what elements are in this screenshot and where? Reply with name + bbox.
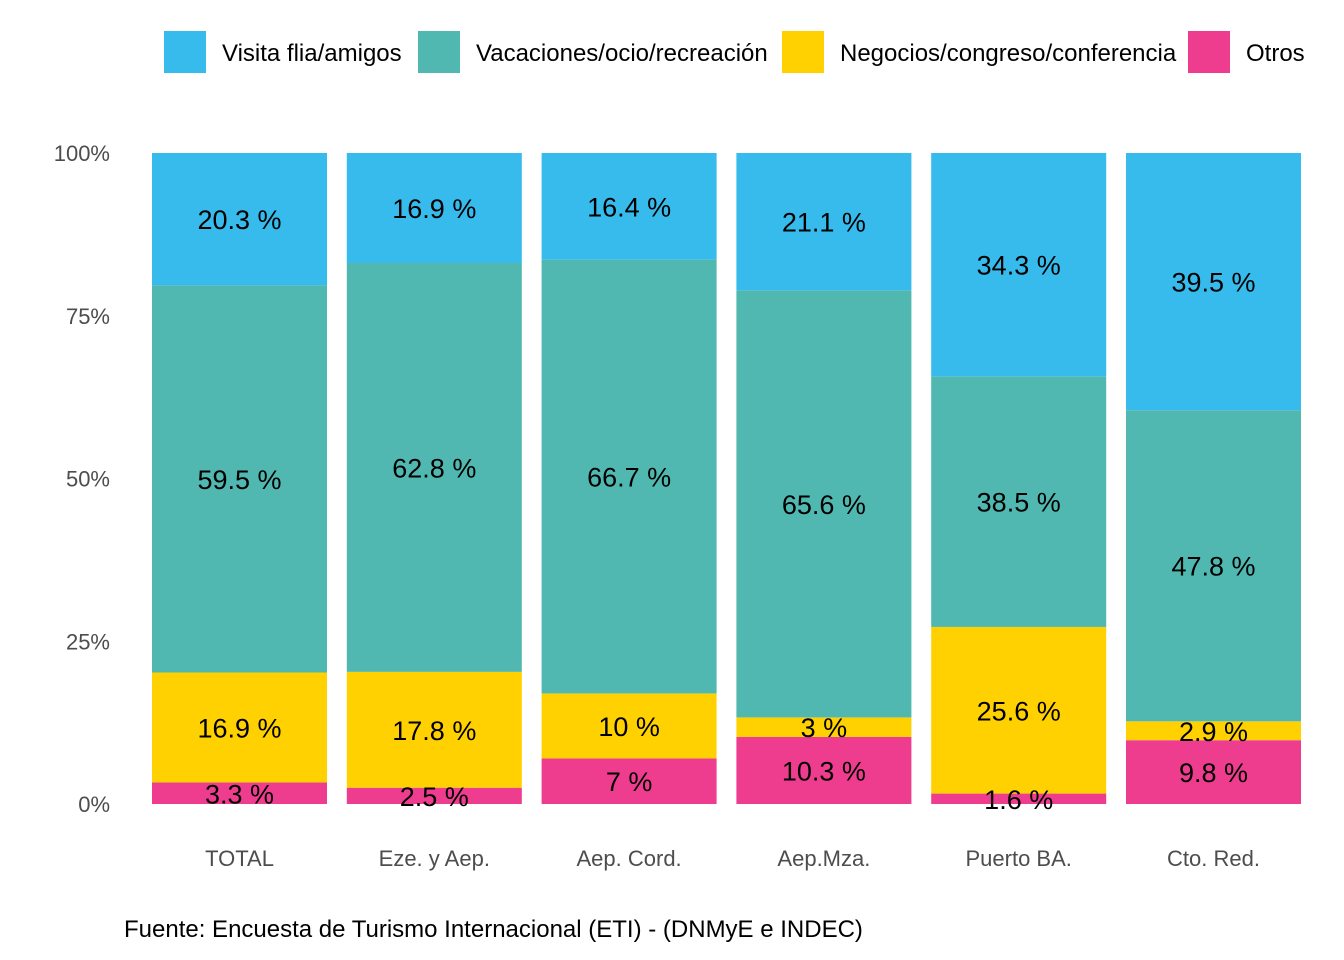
- bar-segment: [1126, 721, 1301, 741]
- chart-svg: Visita flia/amigos Vacaciones/ocio/recrea…: [54, 31, 1305, 871]
- x-tick-label: TOTAL: [205, 846, 274, 871]
- data-label: 34.3 %: [977, 251, 1061, 281]
- bar-segment: [346, 671, 522, 788]
- bar-segment: [736, 153, 912, 291]
- data-label: 21.1 %: [782, 208, 866, 238]
- data-label: 3 %: [801, 713, 848, 743]
- legend-swatch: [164, 31, 206, 73]
- legend-item: Negocios/congreso/conferencia: [782, 31, 1177, 73]
- bar-segment: [1126, 153, 1301, 411]
- y-tick-label: 50%: [66, 467, 110, 492]
- source-caption: Fuente: Encuesta de Turismo Internaciona…: [124, 916, 863, 943]
- bar-stack: 9.8 % 2.9 % 47.8 % 39.5 %: [1126, 153, 1301, 804]
- bar-segment: [152, 285, 327, 673]
- legend-item: Otros: [1188, 31, 1305, 73]
- x-tick-label: Aep. Cord.: [577, 846, 682, 871]
- bar-segment: [931, 376, 1107, 627]
- y-tick-label: 100%: [54, 141, 110, 166]
- bar-stack: 3.3 % 16.9 % 59.5 % 20.3 %: [152, 153, 327, 809]
- bar-stack: 1.6 % 25.6 % 38.5 % 34.3 %: [931, 153, 1107, 815]
- legend-label: Vacaciones/ocio/recreación: [476, 40, 768, 67]
- bar-segment: [346, 153, 522, 264]
- bar-segment: [152, 672, 327, 783]
- bar-segment: [931, 626, 1107, 794]
- data-label: 10 %: [598, 712, 660, 742]
- bar-segment: [736, 290, 912, 718]
- data-label: 66.7 %: [587, 463, 671, 493]
- data-label: 17.8 %: [392, 716, 476, 746]
- data-label: 3.3 %: [205, 779, 274, 809]
- bar-segment: [541, 758, 717, 804]
- data-label: 38.5 %: [977, 488, 1061, 518]
- bar-segment: [541, 693, 717, 759]
- data-label: 59.5 %: [197, 465, 281, 495]
- data-label: 1.6 %: [984, 785, 1053, 815]
- data-label: 9.8 %: [1179, 758, 1248, 788]
- bar-segment: [541, 259, 717, 694]
- data-label: 7 %: [606, 767, 653, 797]
- data-label: 10.3 %: [782, 756, 866, 786]
- x-tick-label: Cto. Red.: [1167, 846, 1260, 871]
- bar-segment: [1126, 740, 1301, 804]
- legend-label: Negocios/congreso/conferencia: [840, 40, 1177, 67]
- bar-segment: [346, 787, 522, 804]
- y-tick-label: 0%: [78, 792, 110, 817]
- data-label: 25.6 %: [977, 696, 1061, 726]
- bar-stack: 2.5 % 17.8 % 62.8 % 16.9 %: [346, 153, 522, 812]
- y-axis: 0% 25% 50% 75% 100%: [54, 141, 110, 817]
- data-label: 62.8 %: [392, 453, 476, 483]
- bar-segment: [736, 736, 912, 804]
- data-label: 16.4 %: [587, 192, 671, 222]
- bar-segment: [931, 153, 1107, 377]
- bar-segment: [1126, 410, 1301, 722]
- legend-swatch: [782, 31, 824, 73]
- legend-swatch: [418, 31, 460, 73]
- bar-segment: [152, 153, 327, 286]
- bar-stack: 7 % 10 % 66.7 % 16.4 %: [541, 153, 717, 804]
- y-tick-label: 25%: [66, 629, 110, 654]
- legend-swatch: [1188, 31, 1230, 73]
- bar-segment: [931, 793, 1107, 804]
- bar-segment: [541, 153, 717, 260]
- bar-stack: 10.3 % 3 % 65.6 % 21.1 %: [736, 153, 912, 804]
- data-label: 2.5 %: [400, 782, 469, 812]
- bar-segment: [736, 717, 912, 737]
- legend-label: Visita flia/amigos: [222, 40, 402, 67]
- x-axis: TOTAL Eze. y Aep. Aep. Cord. Aep.Mza. Puerto…: [205, 846, 1260, 871]
- legend-label: Otros: [1246, 40, 1305, 67]
- x-tick-label: Aep.Mza.: [777, 846, 870, 871]
- data-label: 2.9 %: [1179, 717, 1248, 747]
- x-tick-label: Eze. y Aep.: [379, 846, 490, 871]
- bars: 3.3 % 16.9 % 59.5 % 20.3 % 2.5 % 17.8 % 62.8 %…: [152, 153, 1301, 815]
- bar-segment: [346, 263, 522, 672]
- legend-item: Visita flia/amigos: [164, 31, 402, 73]
- data-label: 16.9 %: [392, 194, 476, 224]
- data-label: 16.9 %: [197, 714, 281, 744]
- data-label: 65.6 %: [782, 490, 866, 520]
- bar-segment: [152, 782, 327, 804]
- x-tick-label: Puerto BA.: [966, 846, 1072, 871]
- data-label: 39.5 %: [1171, 268, 1255, 298]
- data-label: 47.8 %: [1171, 552, 1255, 582]
- legend-item: Vacaciones/ocio/recreación: [418, 31, 768, 73]
- data-label: 20.3 %: [197, 205, 281, 235]
- legend: Visita flia/amigos Vacaciones/ocio/recrea…: [164, 31, 1305, 73]
- y-tick-label: 75%: [66, 304, 110, 329]
